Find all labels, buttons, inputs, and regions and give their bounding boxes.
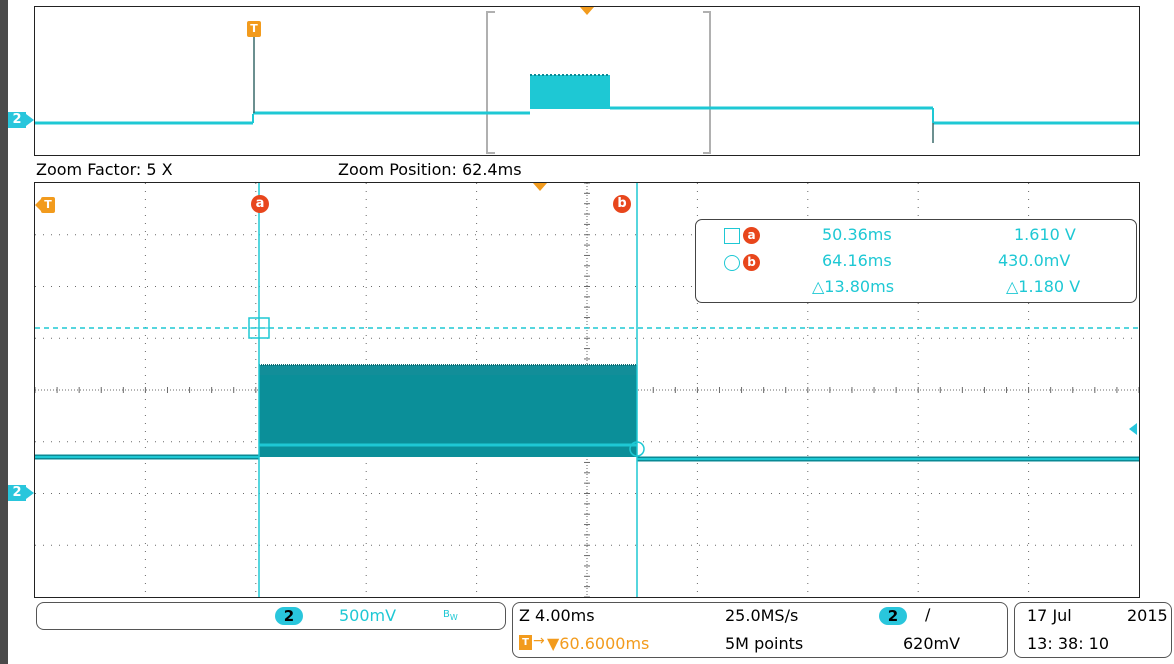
date-year: 2015 — [1127, 606, 1168, 625]
channel-scale: 500mV — [339, 606, 397, 625]
channel-panel[interactable]: 2 500mV BW — [36, 602, 506, 630]
main-channel-marker[interactable]: 2 — [8, 485, 26, 501]
sample-rate: 25.0MS/s — [725, 606, 799, 625]
cursor-b-circle-icon — [629, 441, 645, 457]
record-length: 5M points — [725, 634, 804, 653]
zoom-scale: Z 4.00ms — [519, 606, 595, 625]
main-trace — [35, 454, 1139, 462]
main-trigger-icon: T — [41, 197, 55, 213]
left-strip — [0, 0, 8, 664]
trigger-offset-t-icon: T — [519, 635, 532, 650]
rising-edge-icon: ∕ — [925, 605, 931, 624]
cursor-b-value: 430.0mV — [998, 251, 1071, 270]
date-day-month: 17 Jul — [1027, 606, 1072, 625]
overview-trace-svg — [35, 7, 1139, 154]
cursor-b-badge[interactable]: b — [613, 195, 631, 213]
overview-trigger-icon: T — [247, 21, 261, 37]
readout-a-badge: a — [743, 227, 760, 244]
zoom-position-label: Zoom Position: 62.4ms — [338, 160, 522, 179]
trigger-channel-badge: 2 — [879, 607, 907, 625]
trigger-level: 620mV — [903, 634, 961, 653]
trigger-offset-arrow-icon: → — [533, 633, 545, 649]
overview-burst — [530, 75, 610, 109]
signal-burst — [259, 365, 637, 457]
main-waveform-svg — [35, 183, 1139, 597]
signal-burst-top-band — [259, 365, 637, 375]
overview-trigger-position-icon — [580, 7, 594, 15]
cursor-a-square-readout-icon — [724, 228, 740, 244]
delta-time: △13.80ms — [812, 277, 895, 296]
cursor-a-time: 50.36ms — [822, 225, 892, 244]
channel-badge: 2 — [275, 607, 303, 625]
timebase-panel[interactable]: Z 4.00ms T → ▼60.6000ms 25.0MS/s 5M poin… — [512, 602, 1008, 658]
cursor-readout-box: a b 50.36ms 1.610 V 64.16ms 430.0mV △13.… — [695, 219, 1137, 303]
main-channel-marker-arrow — [26, 487, 34, 499]
trigger-position-icon — [533, 183, 547, 191]
overview-window: T — [34, 6, 1140, 156]
cursor-a-badge[interactable]: a — [251, 195, 269, 213]
cursor-b-time: 64.16ms — [822, 251, 892, 270]
delta-value: △1.180 V — [1006, 277, 1081, 296]
trigger-offset: ▼60.6000ms — [547, 634, 650, 653]
main-display: T a b a b 50.36ms 1.610 V 64.16ms 430.0m… — [34, 182, 1140, 598]
datetime-panel: 17 Jul 2015 13: 38: 10 — [1014, 602, 1172, 658]
zoom-window-bracket[interactable] — [486, 11, 711, 154]
cursor-b-circle-readout-icon — [724, 255, 740, 271]
main-trigger-arrow — [35, 199, 41, 211]
overview-channel-marker-arrow — [26, 114, 34, 126]
bandwidth-limit-icon: BW — [443, 609, 458, 622]
time: 13: 38: 10 — [1027, 634, 1110, 653]
zoom-factor-label: Zoom Factor: 5 X — [36, 160, 173, 179]
overview-channel-marker[interactable]: 2 — [8, 112, 26, 128]
trigger-level-arrow-icon[interactable] — [1129, 423, 1137, 435]
cursor-a-value: 1.610 V — [1014, 225, 1076, 244]
readout-b-badge: b — [743, 254, 760, 271]
overview-trace — [35, 106, 1139, 125]
